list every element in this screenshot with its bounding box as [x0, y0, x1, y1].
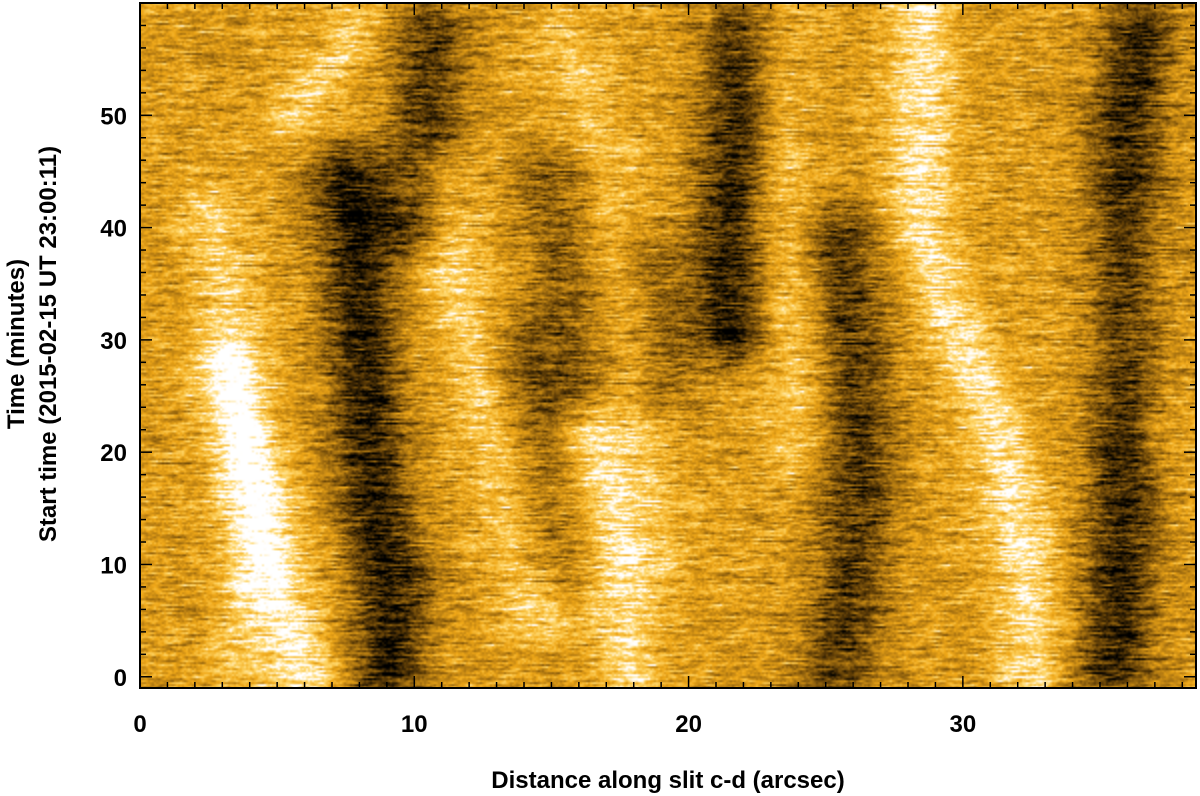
x-axis-label: Distance along slit c-d (arcsec) [491, 767, 844, 794]
y-tick-label: 40 [100, 216, 127, 243]
y-tick-label: 20 [100, 440, 127, 467]
y-axis-label: Time (minutes) [3, 259, 30, 429]
y-axis-sublabel: Start time (2015-02-15 UT 23:00:11) [35, 146, 62, 542]
x-tick-label: 30 [950, 711, 977, 738]
y-tick-label: 0 [114, 665, 127, 692]
x-axis: 0 10 20 30 [133, 3, 1184, 738]
y-tick-label: 50 [100, 103, 127, 130]
heatmap-image [140, 3, 1196, 688]
y-axis: 0 10 20 30 40 50 [100, 24, 1196, 692]
x-tick-label: 20 [675, 711, 702, 738]
x-tick-label: 0 [133, 711, 146, 738]
plot-frame [139, 2, 1197, 689]
y-tick-label: 10 [100, 552, 127, 579]
y-tick-label: 30 [100, 328, 127, 355]
x-tick-label: 10 [401, 711, 428, 738]
heatmap [140, 3, 1196, 688]
